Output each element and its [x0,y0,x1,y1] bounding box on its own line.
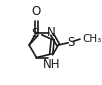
Text: S: S [67,36,74,49]
Text: NH: NH [43,58,61,71]
Text: CH₃: CH₃ [83,34,102,44]
Text: S: S [31,27,39,40]
Text: N: N [47,26,55,39]
Text: O: O [32,5,41,18]
